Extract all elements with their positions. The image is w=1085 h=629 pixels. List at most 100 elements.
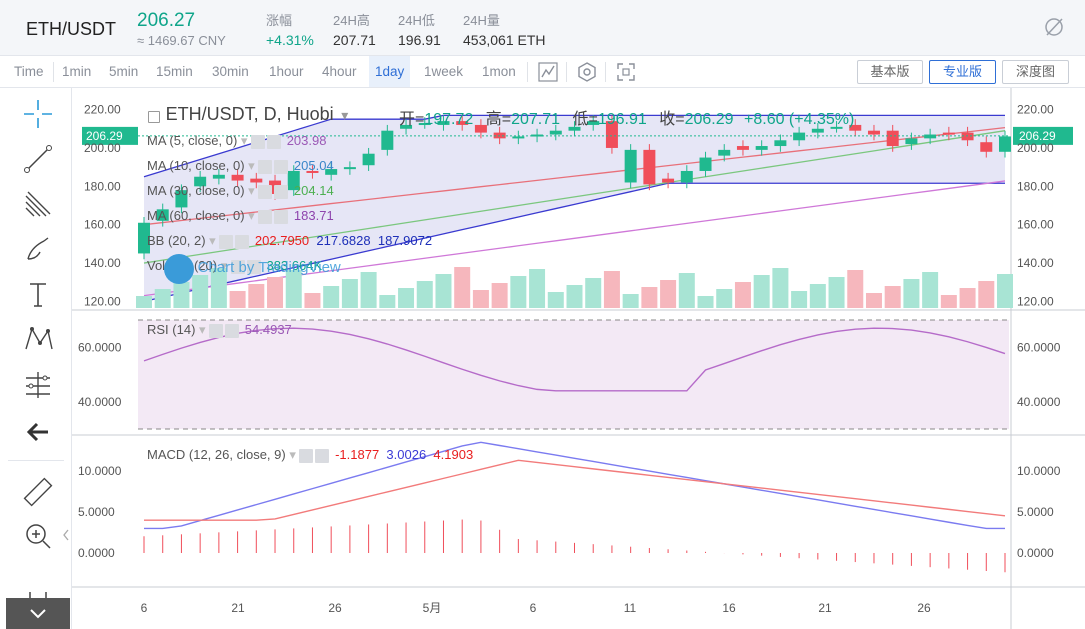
settings-icon[interactable]	[299, 448, 314, 463]
settings-icon[interactable]	[251, 134, 266, 149]
volume-bar	[323, 286, 340, 308]
volume-bar	[416, 281, 433, 308]
view-basic-button[interactable]: 基本版	[857, 60, 923, 84]
stat-change-label: 涨幅	[266, 13, 293, 28]
close-icon[interactable]	[225, 323, 240, 338]
settings-icon[interactable]	[258, 184, 273, 199]
candle-body	[400, 124, 413, 129]
rsi-axis-label: 40.0000	[78, 395, 122, 409]
candle-body	[156, 209, 169, 221]
volume-bar	[865, 293, 882, 308]
brush-icon[interactable]	[20, 231, 56, 267]
collapse-button[interactable]	[6, 598, 70, 629]
chevron-left-icon[interactable]	[62, 528, 70, 542]
tradingview-chart[interactable]: 206.29 206.29 220.00 220.00 200.00 200.00 180.…	[72, 88, 1085, 629]
watermark-text: Chart by TradingView	[197, 259, 341, 277]
tf-15min[interactable]: 15min	[156, 64, 193, 79]
bb-lower-line	[143, 182, 1005, 303]
volume-bar	[379, 295, 396, 308]
settings-icon[interactable]	[575, 60, 599, 84]
close-icon[interactable]	[315, 448, 330, 463]
candle-body	[287, 170, 300, 191]
pattern-icon[interactable]	[20, 321, 56, 357]
settings-icon[interactable]	[209, 323, 224, 338]
tf-1min[interactable]: 1min	[62, 64, 92, 79]
volume-bar	[660, 280, 677, 308]
close-icon[interactable]	[274, 209, 289, 224]
close-icon[interactable]	[267, 134, 282, 149]
close-icon[interactable]	[246, 259, 261, 274]
candle-body	[474, 124, 487, 133]
collapse-legend-icon[interactable]	[148, 110, 160, 123]
theme-toggle-icon[interactable]	[1043, 16, 1065, 38]
price-axis-label: 160.00	[1017, 218, 1054, 232]
pair-name[interactable]: ETH/USDT	[26, 19, 116, 39]
tf-1week[interactable]: 1week	[424, 64, 464, 79]
volume-bar	[360, 272, 377, 308]
collapse-icon	[30, 609, 46, 619]
separator	[8, 460, 64, 461]
tf-5min[interactable]: 5min	[109, 64, 139, 79]
stat-volume-label: 24H量	[463, 13, 500, 28]
tf-1day[interactable]: 1day	[369, 56, 411, 87]
volume-bar	[248, 284, 265, 308]
view-depth-button[interactable]: 深度图	[1002, 60, 1069, 84]
close-icon[interactable]	[274, 159, 289, 174]
last-price: 206.27	[137, 10, 196, 31]
title-dropdown-icon[interactable]: ▾	[341, 107, 349, 123]
price-axis-label: 200.00	[1017, 141, 1054, 155]
candle-body	[138, 222, 150, 254]
tf-time[interactable]: Time	[14, 64, 44, 79]
rsi-value: 54.4937	[244, 322, 292, 337]
view-pro-button[interactable]: 专业版	[929, 60, 996, 84]
bb-legend: BB (20, 2) ▾ 202.7950 217.6828 187.9072	[147, 233, 433, 249]
settings-icon[interactable]	[258, 159, 273, 174]
settings-icon[interactable]	[219, 234, 234, 249]
stat-high-value: 207.71	[333, 32, 376, 48]
price-axis-label: 140.00	[1017, 256, 1054, 270]
zoom-in-icon[interactable]	[20, 518, 56, 554]
change-value: +8.60 (+4.35%)	[744, 111, 855, 128]
open-label: 开=	[399, 111, 425, 128]
close-icon[interactable]	[274, 184, 289, 199]
chart-type-icon[interactable]	[536, 60, 560, 84]
macd-axis-label: 5.0000	[78, 505, 115, 519]
separator	[53, 62, 54, 82]
ma5-legend: MA (5, close, 0) ▾ 203.98	[147, 133, 327, 149]
candle-body	[942, 132, 955, 135]
candle-body	[774, 140, 787, 147]
candle-body	[437, 121, 450, 125]
back-arrow-icon[interactable]	[20, 414, 56, 450]
low-value: 196.91	[597, 111, 647, 128]
rsi-label: RSI (14)	[147, 322, 196, 337]
trend-line-icon[interactable]	[20, 141, 56, 177]
macd-axis-label: 10.0000	[78, 464, 122, 478]
chart-area[interactable]: 206.29 206.29 220.00 220.00 200.00 200.00 180.…	[72, 88, 1085, 629]
volume-bar	[136, 296, 152, 308]
time-axis-label: 16	[722, 601, 736, 615]
prediction-icon[interactable]	[20, 366, 56, 402]
close-value: 206.29	[684, 111, 734, 128]
ruler-icon[interactable]	[20, 474, 56, 510]
stat-change-value: +4.31%	[266, 32, 314, 48]
settings-icon[interactable]	[230, 259, 245, 274]
settings-icon[interactable]	[258, 209, 273, 224]
bb-mid-value: 202.7950	[254, 233, 310, 248]
volume-bar	[267, 277, 284, 308]
bb-upper-value: 217.6828	[316, 233, 371, 248]
bb-lower-value: 187.9072	[377, 233, 433, 248]
fib-icon[interactable]	[20, 186, 56, 222]
volume-bar	[210, 268, 227, 308]
text-icon[interactable]	[20, 276, 56, 312]
fullscreen-icon[interactable]	[614, 60, 638, 84]
tf-30min[interactable]: 30min	[212, 64, 249, 79]
tf-1hour[interactable]: 1hour	[269, 64, 304, 79]
ma60-label: MA (60, close, 0)	[147, 208, 245, 223]
candle-body	[793, 132, 806, 141]
tf-1mon[interactable]: 1mon	[482, 64, 516, 79]
price-axis-label: 220.00	[1017, 103, 1054, 117]
tf-4hour[interactable]: 4hour	[322, 64, 357, 79]
rsi-axis-label: 60.0000	[1017, 340, 1061, 354]
close-icon[interactable]	[235, 234, 250, 249]
crosshair-icon[interactable]	[20, 96, 56, 132]
